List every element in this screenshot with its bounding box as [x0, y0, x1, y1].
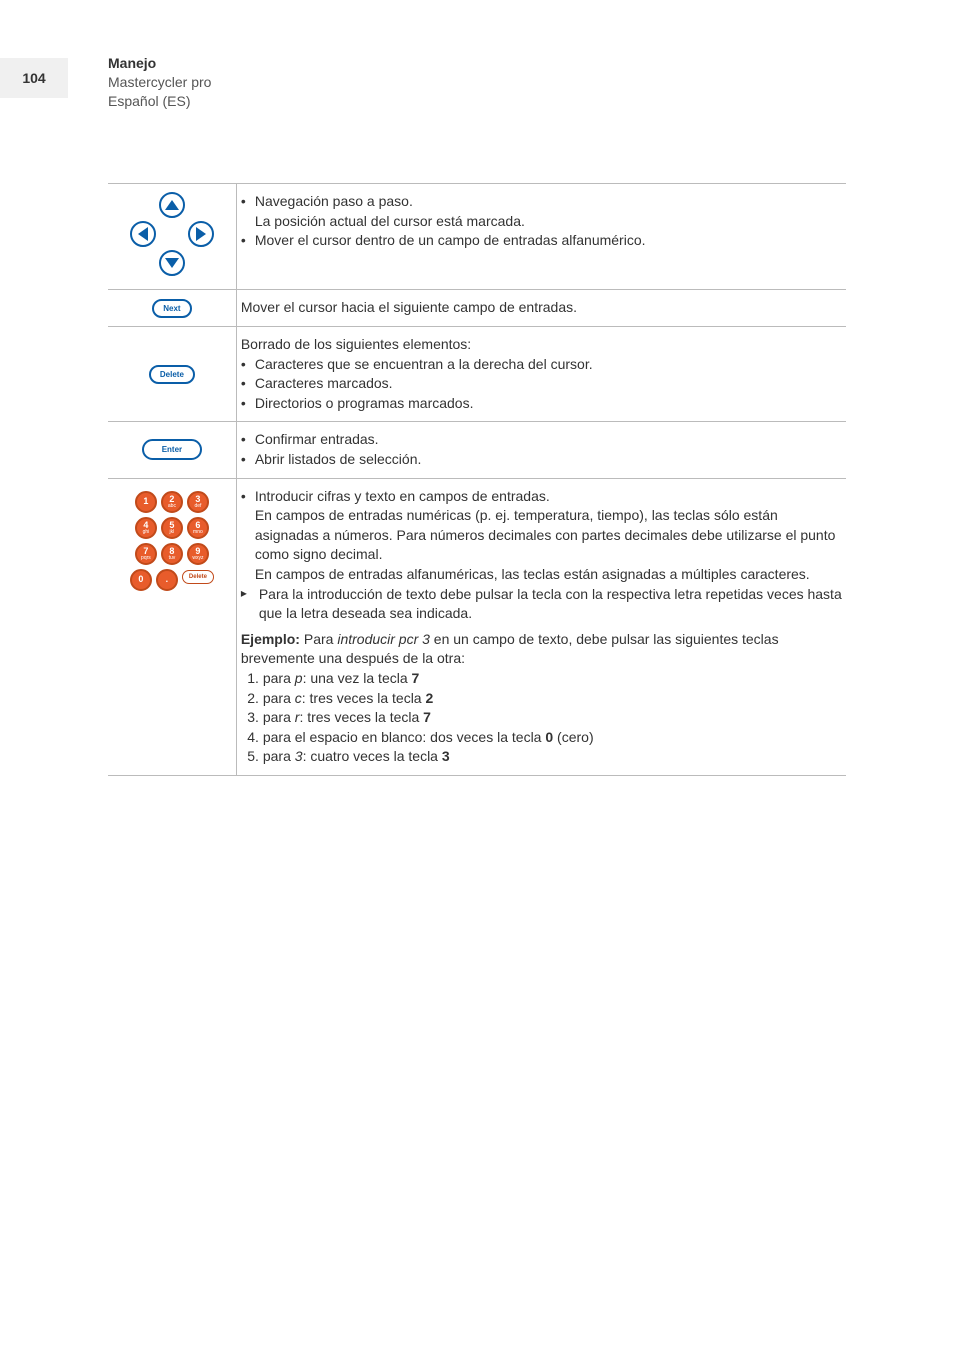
- dpad-desc: Navegación paso a paso. La posición actu…: [236, 184, 846, 290]
- key-1-icon: 1: [135, 491, 157, 513]
- list-item: Caracteres marcados.: [241, 374, 842, 394]
- list-item: para 3: cuatro veces la tecla 3: [263, 747, 842, 767]
- arrow-down-icon: [159, 250, 185, 276]
- list-item: Caracteres que se encuentran a la derech…: [241, 355, 842, 375]
- enter-key-icon: Enter: [142, 439, 202, 460]
- list-item: Confirmar entradas.: [241, 430, 842, 450]
- header-title: Manejo: [108, 55, 156, 71]
- list-item: para p: una vez la tecla 7: [263, 669, 842, 689]
- header-subtitle: Mastercycler pro: [108, 74, 211, 90]
- arrow-left-icon: [130, 221, 156, 247]
- next-key-icon: Next: [152, 299, 191, 318]
- key-0-icon: 0: [130, 569, 152, 591]
- arrow-up-icon: [159, 192, 185, 218]
- list-item: Introducir cifras y texto en campos de e…: [241, 487, 842, 585]
- key-4-icon: 4ghi: [135, 517, 157, 539]
- keypad-cell: 1 2abc 3def 4ghi 5jkl 6mno 7pqrs 8tuv 9w…: [108, 478, 236, 775]
- next-key-cell: Next: [108, 290, 236, 327]
- keypad-desc: Introducir cifras y texto en campos de e…: [236, 478, 846, 775]
- list-item: Navegación paso a paso. La posición actu…: [241, 192, 842, 231]
- list-item: para r: tres veces la tecla 7: [263, 708, 842, 728]
- example-steps: para p: una vez la tecla 7 para c: tres …: [241, 669, 842, 767]
- key-delete-icon: Delete: [182, 570, 214, 584]
- header-language: Español (ES): [108, 93, 190, 109]
- enter-key-cell: Enter: [108, 422, 236, 478]
- dpad-icon: [130, 192, 214, 276]
- arrow-right-icon: [188, 221, 214, 247]
- next-desc: Mover el cursor hacia el siguiente campo…: [236, 290, 846, 327]
- list-item: Mover el cursor dentro de un campo de en…: [241, 231, 842, 251]
- arrow-note: Para la introducción de texto debe pulsa…: [241, 585, 842, 624]
- delete-key-icon: Delete: [149, 365, 195, 384]
- numeric-keypad-icon: 1 2abc 3def 4ghi 5jkl 6mno 7pqrs 8tuv 9w…: [130, 491, 214, 595]
- key-9-icon: 9wxyz: [187, 543, 209, 565]
- enter-desc: Confirmar entradas. Abrir listados de se…: [236, 422, 846, 478]
- delete-key-cell: Delete: [108, 327, 236, 422]
- page-header: Manejo Mastercycler pro Español (ES): [108, 54, 211, 111]
- key-3-icon: 3def: [187, 491, 209, 513]
- key-reference-table: Navegación paso a paso. La posición actu…: [108, 183, 846, 776]
- key-6-icon: 6mno: [187, 517, 209, 539]
- key-dot-icon: .: [156, 569, 178, 591]
- delete-desc: Borrado de los siguientes elementos: Car…: [236, 327, 846, 422]
- list-item: Directorios o programas marcados.: [241, 394, 842, 414]
- list-item: para c: tres veces la tecla 2: [263, 689, 842, 709]
- key-2-icon: 2abc: [161, 491, 183, 513]
- list-item: para el espacio en blanco: dos veces la …: [263, 728, 842, 748]
- key-7-icon: 7pqrs: [135, 543, 157, 565]
- dpad-cell: [108, 184, 236, 290]
- page-number: 104: [0, 58, 68, 98]
- example-paragraph: Ejemplo: Para introducir pcr 3 en un cam…: [241, 630, 842, 669]
- key-5-icon: 5jkl: [161, 517, 183, 539]
- list-item: Abrir listados de selección.: [241, 450, 842, 470]
- key-8-icon: 8tuv: [161, 543, 183, 565]
